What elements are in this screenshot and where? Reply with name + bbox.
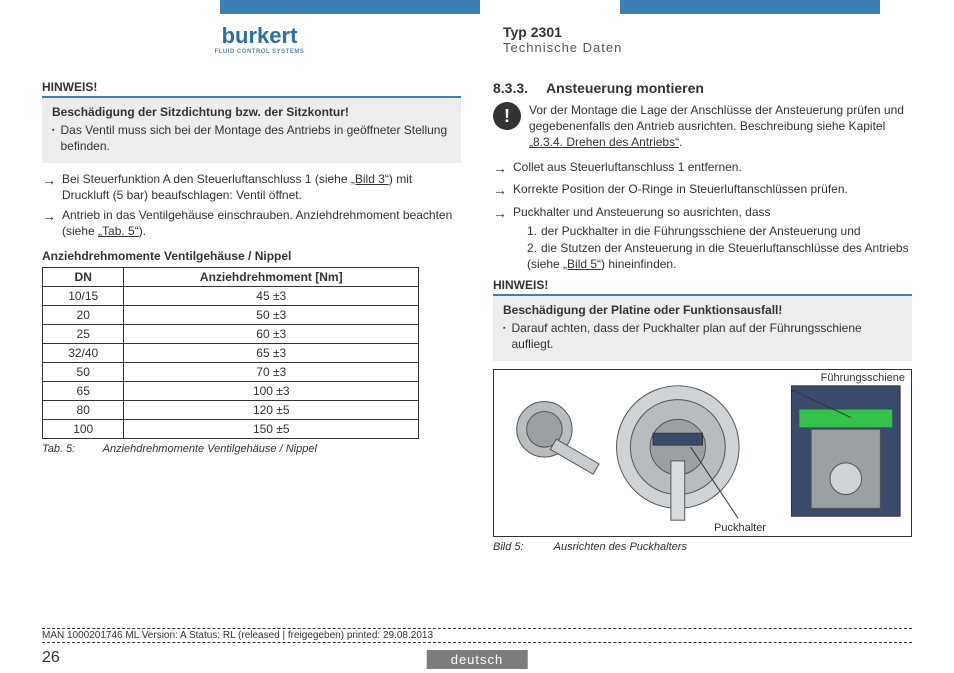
link-834[interactable]: „8.3.4. Drehen des Antriebs“ [529, 135, 679, 149]
figure-caption: Bild 5: Ausrichten des Puckhalters [493, 541, 912, 553]
table-row: 65100 ±3 [43, 382, 419, 401]
content-columns: HINWEIS! Beschädigung der Sitzdichtung b… [42, 80, 912, 553]
hinweis-box-right: Beschädigung der Platine oder Funktionsa… [493, 296, 912, 361]
table-row: 2050 ±3 [43, 306, 419, 325]
link-bild3[interactable]: „Bild 3“ [351, 172, 389, 186]
top-accent-right [620, 0, 880, 14]
table-title: Anziehdrehmomente Ventilgehäuse / Nippel [42, 249, 461, 263]
section-heading: 8.3.3.Ansteuerung montieren [493, 80, 912, 96]
top-accent-left [220, 0, 480, 14]
header-title: Typ 2301 Technische Daten [503, 24, 622, 55]
sub-li-1: 1.der Puckhalter in die Führungsschiene … [527, 223, 912, 239]
header-left: burkert FLUID CONTROL SYSTEMS [42, 23, 477, 55]
sub-list: 1.der Puckhalter in die Führungsschiene … [513, 223, 912, 273]
table-caption: Tab. 5: Anziehdrehmomente Ventilgehäuse … [42, 443, 461, 455]
header-right: Typ 2301 Technische Daten [477, 24, 912, 55]
type-label: Typ 2301 [503, 24, 622, 40]
language-tab: deutsch [427, 650, 528, 669]
page-header: burkert FLUID CONTROL SYSTEMS Typ 2301 T… [42, 12, 912, 66]
left-column: HINWEIS! Beschädigung der Sitzdichtung b… [42, 80, 461, 553]
alert-row: ! Vor der Montage die Lage der Anschlüss… [493, 102, 912, 151]
th-nm: Anziehdrehmoment [Nm] [124, 268, 419, 287]
alert-icon: ! [493, 102, 521, 130]
page-number: 26 [42, 649, 60, 667]
hinweis-heading-right: HINWEIS! [493, 278, 912, 296]
hinweis-bold-right: Beschädigung der Platine oder Funktionsa… [503, 302, 902, 318]
fig-label-rail: Führungsschiene [821, 372, 905, 384]
hinweis-bullet-right: Darauf achten, dass der Puckhalter plan … [503, 320, 902, 352]
footer-metadata: MAN 1000201746 ML Version: A Status: RL … [42, 628, 912, 643]
figure-svg [494, 370, 911, 536]
left-arrow-2: Antrieb in das Ventilgehäuse einschraube… [42, 207, 461, 239]
hinweis-box-left: Beschädigung der Sitzdichtung bzw. der S… [42, 98, 461, 163]
right-arrow-1: Collet aus Steuerluftanschluss 1 entfern… [493, 159, 912, 178]
right-arrow-3: Puckhalter und Ansteuerung so ausrichten… [493, 204, 912, 274]
burkert-logo: burkert FLUID CONTROL SYSTEMS [215, 23, 305, 55]
logo-subtext: FLUID CONTROL SYSTEMS [215, 49, 305, 55]
th-dn: DN [43, 268, 124, 287]
sub-li-2: 2.die Stutzen der Ansteuerung in die Ste… [527, 240, 912, 272]
table-row: 2560 ±3 [43, 325, 419, 344]
torque-table: DN Anziehdrehmoment [Nm] 10/1545 ±32050 … [42, 267, 419, 439]
hinweis-heading-left: HINWEIS! [42, 80, 461, 98]
table-row: 100150 ±5 [43, 420, 419, 439]
hinweis-bold-left: Beschädigung der Sitzdichtung bzw. der S… [52, 104, 451, 120]
fig-label-puck: Puckhalter [714, 522, 766, 534]
figure-bild5: Führungsschiene Puckhalter [493, 369, 912, 537]
table-row: 32/4065 ±3 [43, 344, 419, 363]
link-tab5[interactable]: „Tab. 5“ [98, 224, 139, 238]
type-sublabel: Technische Daten [503, 40, 622, 55]
left-arrow-1: Bei Steuerfunktion A den Steuerluftansch… [42, 171, 461, 203]
logo-text: burkert [222, 23, 298, 49]
right-column: 8.3.3.Ansteuerung montieren ! Vor der Mo… [493, 80, 912, 553]
hinweis-bullet-left: Das Ventil muss sich bei der Montage des… [52, 122, 451, 154]
link-bild5[interactable]: „Bild 5“ [563, 257, 601, 271]
table-row: 80120 ±5 [43, 401, 419, 420]
table-row: 5070 ±3 [43, 363, 419, 382]
right-arrow-2: Korrekte Position der O-Ringe in Steuerl… [493, 181, 912, 200]
table-row: 10/1545 ±3 [43, 287, 419, 306]
